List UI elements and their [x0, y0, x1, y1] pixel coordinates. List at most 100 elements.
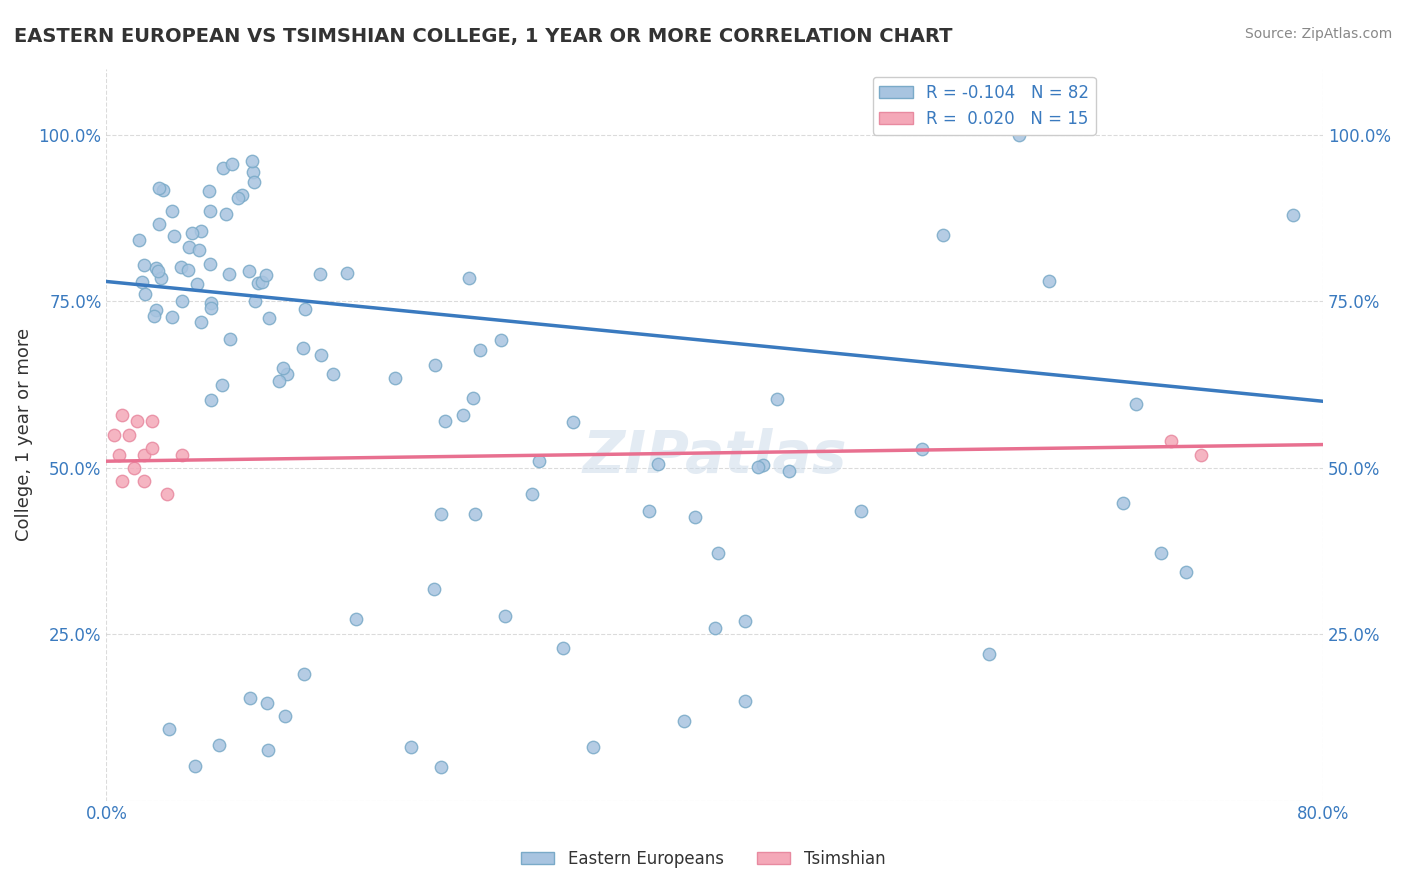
Point [132, 258, 155, 272]
Point [134, 448, 156, 462]
Point [322, 367, 344, 381]
Point [242, 165, 264, 179]
Point [430, 760, 453, 774]
Point [399, 740, 422, 755]
Point [162, 310, 184, 324]
Point [778, 464, 800, 478]
Point [198, 204, 221, 219]
Point [218, 332, 240, 346]
Point [430, 508, 453, 522]
Point [384, 371, 406, 385]
Point [1160, 434, 1182, 449]
Point [231, 188, 253, 202]
Point [240, 153, 263, 168]
Point [647, 457, 669, 471]
Point [200, 393, 222, 408]
Point [131, 275, 153, 289]
Point [176, 263, 198, 277]
Point [238, 263, 260, 277]
Point [226, 191, 249, 205]
Point [179, 240, 201, 254]
Point [433, 414, 456, 428]
Point [215, 206, 238, 220]
Point [752, 458, 775, 473]
Point [294, 301, 316, 316]
Point [148, 217, 170, 231]
Point [250, 275, 273, 289]
Point [765, 392, 787, 407]
Point [134, 286, 156, 301]
Point [707, 546, 730, 560]
Point [468, 343, 491, 357]
Y-axis label: College, 1 year or more: College, 1 year or more [15, 328, 32, 541]
Text: EASTERN EUROPEAN VS TSIMSHIAN COLLEGE, 1 YEAR OR MORE CORRELATION CHART: EASTERN EUROPEAN VS TSIMSHIAN COLLEGE, 1… [14, 27, 952, 45]
Point [911, 442, 934, 456]
Point [703, 621, 725, 635]
Point [256, 743, 278, 757]
Point [464, 507, 486, 521]
Point [208, 738, 231, 752]
Point [1175, 565, 1198, 579]
Point [170, 260, 193, 274]
Point [145, 260, 167, 275]
Point [200, 301, 222, 315]
Point [141, 414, 163, 428]
Point [146, 264, 169, 278]
Point [1008, 128, 1031, 142]
Point [551, 640, 574, 655]
Point [150, 271, 173, 285]
Legend: R = -0.104   N = 82, R =  0.020   N = 15: R = -0.104 N = 82, R = 0.020 N = 15 [873, 77, 1095, 135]
Point [423, 582, 446, 596]
Legend: Eastern Europeans, Tsimshian: Eastern Europeans, Tsimshian [515, 844, 891, 875]
Point [344, 612, 367, 626]
Point [582, 740, 605, 755]
Point [125, 414, 148, 428]
Point [111, 408, 134, 422]
Point [491, 333, 513, 347]
Point [142, 309, 165, 323]
Point [198, 257, 221, 271]
Point [198, 184, 221, 198]
Point [562, 415, 585, 429]
Point [1125, 397, 1147, 411]
Point [211, 378, 233, 392]
Point [134, 474, 156, 488]
Point [425, 358, 447, 372]
Point [128, 233, 150, 247]
Point [103, 427, 125, 442]
Point [163, 229, 186, 244]
Point [1112, 496, 1135, 510]
Point [494, 609, 516, 624]
Point [977, 647, 1000, 661]
Point [111, 474, 134, 488]
Point [1191, 448, 1213, 462]
Point [1281, 208, 1303, 222]
Text: Source: ZipAtlas.com: Source: ZipAtlas.com [1244, 27, 1392, 41]
Point [118, 427, 141, 442]
Point [271, 360, 294, 375]
Text: ZIPatlas: ZIPatlas [582, 428, 846, 485]
Point [294, 666, 316, 681]
Point [451, 408, 474, 422]
Point [181, 227, 204, 241]
Point [145, 303, 167, 318]
Point [254, 268, 277, 283]
Point [243, 175, 266, 189]
Point [734, 614, 756, 628]
Point [172, 448, 194, 462]
Point [172, 294, 194, 309]
Point [188, 244, 211, 258]
Point [186, 277, 208, 291]
Point [256, 696, 278, 710]
Point [849, 504, 872, 518]
Point [239, 691, 262, 706]
Point [1149, 546, 1171, 560]
Point [243, 293, 266, 308]
Point [522, 487, 544, 501]
Point [734, 694, 756, 708]
Point [336, 266, 359, 280]
Point [932, 227, 955, 242]
Point [184, 758, 207, 772]
Point [683, 510, 706, 524]
Point [292, 341, 315, 355]
